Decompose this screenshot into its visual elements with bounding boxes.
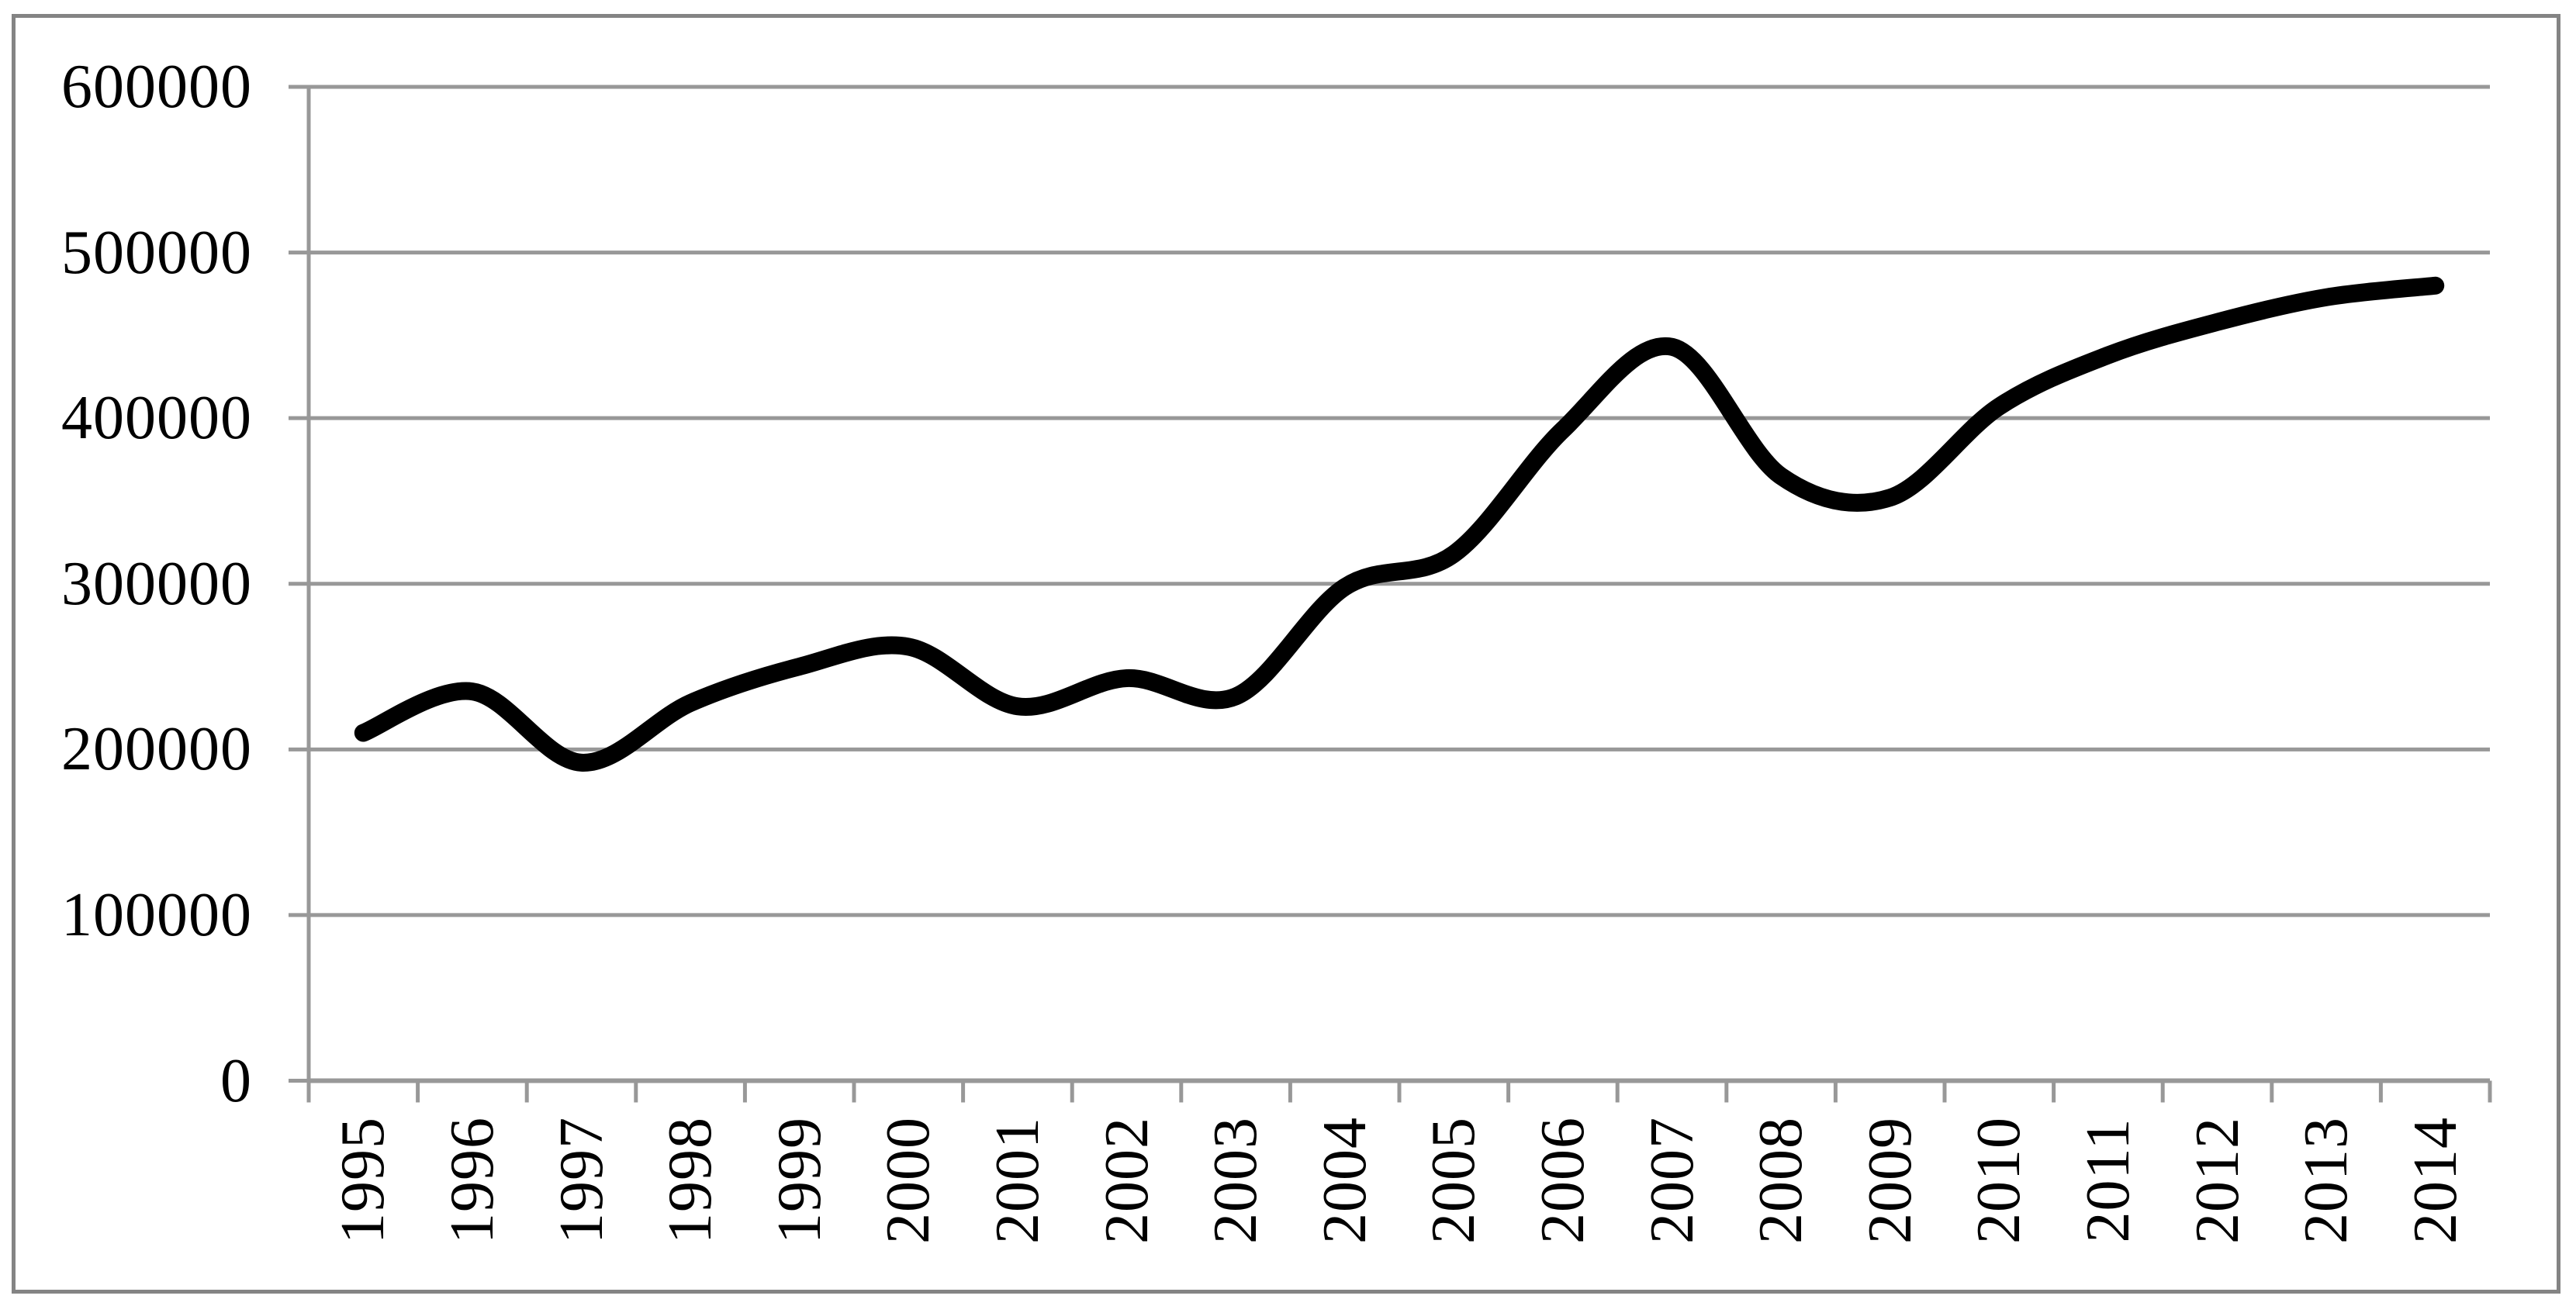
y-axis-tick-label: 0 (220, 1046, 252, 1115)
x-axis-tick-label: 1999 (765, 1117, 834, 1244)
x-axis-tick-label: 2010 (1965, 1117, 2034, 1244)
y-axis-tick-label: 500000 (61, 218, 252, 287)
x-axis-tick-label: 2006 (1528, 1117, 1597, 1244)
x-axis-tick-label: 1995 (329, 1117, 398, 1244)
x-axis-tick-label: 1996 (437, 1117, 507, 1244)
x-axis-tick-label: 2005 (1419, 1117, 1489, 1244)
x-axis-tick-label: 2007 (1637, 1117, 1706, 1244)
y-axis-tick-label: 300000 (61, 549, 252, 618)
x-axis-tick-label: 2004 (1310, 1117, 1379, 1244)
x-axis-tick-label: 2011 (2073, 1118, 2142, 1243)
x-axis-tick-label: 2013 (2292, 1117, 2361, 1244)
x-axis-tick-label: 2001 (983, 1117, 1052, 1244)
x-axis-tick-label: 2008 (1747, 1117, 1816, 1244)
x-axis-tick-label: 2014 (2401, 1117, 2470, 1244)
y-axis-tick-label: 200000 (61, 715, 252, 784)
x-axis-tick-label: 1998 (656, 1117, 725, 1244)
y-axis-tick-label: 400000 (61, 384, 252, 453)
x-axis-tick-label: 2002 (1092, 1117, 1161, 1244)
y-axis-tick-label: 600000 (61, 53, 252, 121)
x-axis-tick-label: 2003 (1202, 1117, 1271, 1244)
y-axis-tick-label: 100000 (61, 880, 252, 949)
x-axis-tick-label: 1997 (547, 1117, 616, 1244)
x-axis-tick-label: 2009 (1855, 1117, 1924, 1244)
x-axis-tick-label: 2012 (2183, 1117, 2252, 1244)
x-axis-tick-label: 2000 (874, 1117, 943, 1244)
data-series-line (354, 276, 2445, 772)
